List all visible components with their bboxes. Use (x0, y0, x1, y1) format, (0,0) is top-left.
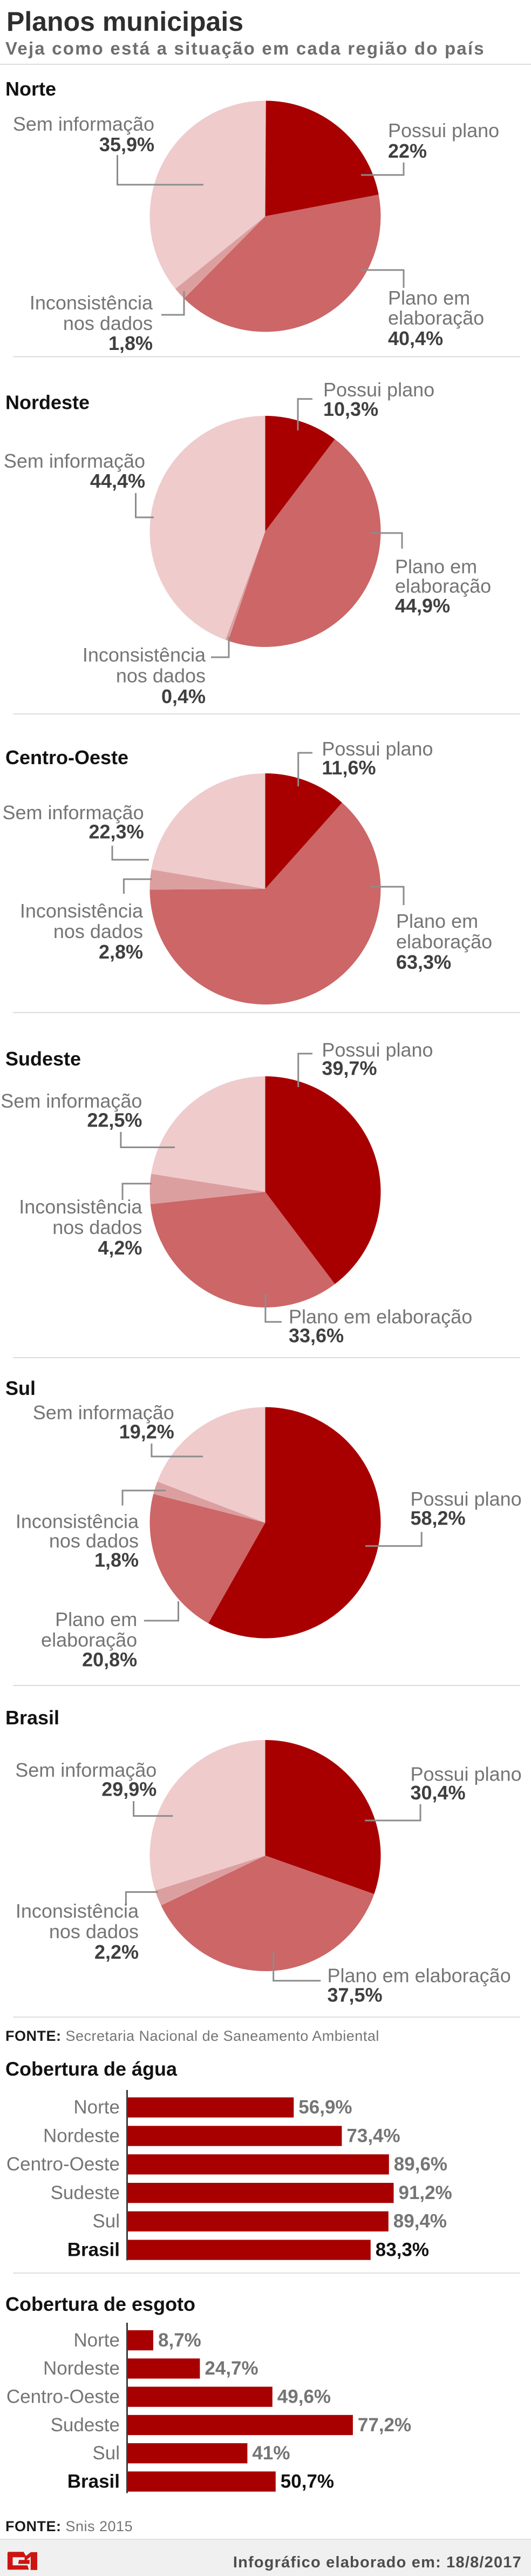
svg-text:elaboração: elaboração (396, 930, 492, 953)
svg-text:elaboração: elaboração (395, 575, 491, 597)
svg-text:Sul: Sul (5, 1377, 36, 1399)
svg-text:Norte: Norte (5, 78, 56, 100)
svg-text:nos dados: nos dados (63, 312, 153, 334)
svg-text:58,2%: 58,2% (411, 1507, 466, 1529)
svg-text:Sudeste: Sudeste (5, 1048, 81, 1070)
svg-text:Sem informação: Sem informação (13, 113, 154, 135)
svg-text:1,8%: 1,8% (94, 1549, 139, 1571)
svg-text:Plano em: Plano em (395, 556, 477, 578)
svg-text:30,4%: 30,4% (411, 1782, 466, 1804)
svg-text:nos dados: nos dados (49, 1529, 139, 1552)
svg-text:Plano em elaboração: Plano em elaboração (328, 1965, 511, 1987)
svg-text:44,9%: 44,9% (395, 595, 450, 617)
svg-text:73,4%: 73,4% (346, 2126, 400, 2147)
svg-text:29,9%: 29,9% (101, 1778, 156, 1800)
svg-text:Brasil: Brasil (67, 2240, 120, 2261)
svg-text:19,2%: 19,2% (119, 1421, 174, 1443)
svg-text:Sem informação: Sem informação (1, 1090, 142, 1112)
svg-text:11,6%: 11,6% (322, 757, 376, 779)
svg-text:Inconsistência: Inconsistência (30, 292, 153, 314)
svg-text:40,4%: 40,4% (388, 327, 443, 349)
svg-text:41%: 41% (252, 2443, 290, 2464)
svg-text:63,3%: 63,3% (396, 951, 451, 973)
svg-text:Plano em: Plano em (396, 910, 478, 932)
svg-text:nos dados: nos dados (49, 1920, 139, 1943)
svg-text:56,9%: 56,9% (298, 2097, 352, 2118)
svg-text:Norte: Norte (73, 2097, 120, 2118)
svg-text:37,5%: 37,5% (328, 1984, 383, 2006)
svg-text:2,8%: 2,8% (99, 941, 143, 963)
svg-text:Possui plano: Possui plano (322, 1039, 433, 1061)
svg-text:83,3%: 83,3% (376, 2240, 429, 2261)
svg-text:Possui plano: Possui plano (388, 119, 499, 141)
svg-text:22,3%: 22,3% (89, 821, 144, 843)
svg-text:Sudeste: Sudeste (51, 2182, 120, 2203)
svg-text:77,2%: 77,2% (358, 2415, 411, 2436)
svg-text:Sul: Sul (92, 2211, 120, 2232)
svg-text:2,2%: 2,2% (94, 1941, 139, 1963)
svg-text:33,6%: 33,6% (289, 1325, 344, 1347)
svg-text:nos dados: nos dados (53, 920, 143, 942)
svg-text:Norte: Norte (73, 2330, 120, 2351)
svg-text:Cobertura de esgoto: Cobertura de esgoto (5, 2293, 195, 2315)
svg-text:Brasil: Brasil (5, 1707, 59, 1729)
svg-text:50,7%: 50,7% (281, 2471, 334, 2492)
svg-text:Possui plano: Possui plano (411, 1488, 522, 1510)
svg-text:Centro-Oeste: Centro-Oeste (6, 2386, 120, 2408)
svg-text:FONTE: Secretaria Nacional de: FONTE: Secretaria Nacional de Saneamento… (5, 2028, 379, 2044)
svg-text:1,8%: 1,8% (108, 332, 153, 354)
svg-text:Nordeste: Nordeste (5, 392, 90, 414)
svg-text:Plano em: Plano em (388, 287, 470, 309)
svg-text:49,6%: 49,6% (277, 2386, 331, 2408)
svg-text:Sem informação: Sem informação (33, 1401, 174, 1424)
svg-text:elaboração: elaboração (41, 1629, 137, 1651)
svg-text:FONTE: Snis 2015: FONTE: Snis 2015 (5, 2518, 133, 2534)
svg-text:Plano em elaboração: Plano em elaboração (289, 1306, 472, 1328)
svg-text:39,7%: 39,7% (322, 1057, 377, 1079)
svg-text:Sem informação: Sem informação (2, 801, 144, 824)
svg-text:89,4%: 89,4% (393, 2211, 447, 2232)
svg-text:Brasil: Brasil (67, 2471, 120, 2492)
svg-text:Sul: Sul (92, 2443, 120, 2464)
svg-text:8,7%: 8,7% (158, 2330, 201, 2351)
svg-text:Sudeste: Sudeste (51, 2415, 120, 2436)
svg-text:elaboração: elaboração (388, 307, 484, 329)
svg-text:nos dados: nos dados (116, 665, 206, 687)
svg-text:Centro-Oeste: Centro-Oeste (6, 2154, 120, 2175)
svg-text:Inconsistência: Inconsistência (83, 644, 206, 666)
svg-text:24,7%: 24,7% (205, 2358, 258, 2379)
svg-text:Cobertura de água: Cobertura de água (5, 2058, 178, 2080)
svg-text:Veja como está a situação em c: Veja como está a situação em cada região… (5, 38, 485, 58)
svg-text:Possui plano: Possui plano (322, 738, 433, 760)
svg-text:Nordeste: Nordeste (43, 2126, 120, 2147)
svg-text:22%: 22% (388, 140, 427, 162)
svg-text:Possui plano: Possui plano (323, 379, 434, 401)
svg-text:89,6%: 89,6% (394, 2154, 447, 2175)
svg-text:10,3%: 10,3% (323, 398, 378, 420)
svg-text:Nordeste: Nordeste (43, 2358, 120, 2379)
svg-text:Possui plano: Possui plano (411, 1763, 522, 1785)
svg-text:35,9%: 35,9% (99, 133, 154, 156)
svg-text:Inconsistência: Inconsistência (19, 1196, 142, 1218)
svg-text:0,4%: 0,4% (161, 685, 206, 707)
svg-text:Centro-Oeste: Centro-Oeste (5, 746, 128, 768)
svg-text:22,5%: 22,5% (87, 1109, 142, 1131)
svg-text:Inconsistência: Inconsistência (20, 900, 144, 922)
svg-text:Sem informação: Sem informação (4, 450, 145, 472)
svg-text:91,2%: 91,2% (399, 2182, 452, 2203)
svg-text:Plano em: Plano em (55, 1608, 137, 1630)
svg-text:Planos municipais: Planos municipais (6, 6, 243, 37)
svg-text:44,4%: 44,4% (90, 470, 145, 492)
svg-text:Inconsistência: Inconsistência (16, 1900, 139, 1922)
svg-text:20,8%: 20,8% (82, 1649, 137, 1671)
svg-text:Sem informação: Sem informação (15, 1759, 156, 1781)
svg-text:Infográfico elaborado em: 18/8: Infográfico elaborado em: 18/8/2017 (233, 2554, 522, 2571)
svg-text:4,2%: 4,2% (98, 1237, 142, 1259)
svg-text:Inconsistência: Inconsistência (16, 1510, 139, 1533)
svg-text:nos dados: nos dados (52, 1216, 142, 1238)
